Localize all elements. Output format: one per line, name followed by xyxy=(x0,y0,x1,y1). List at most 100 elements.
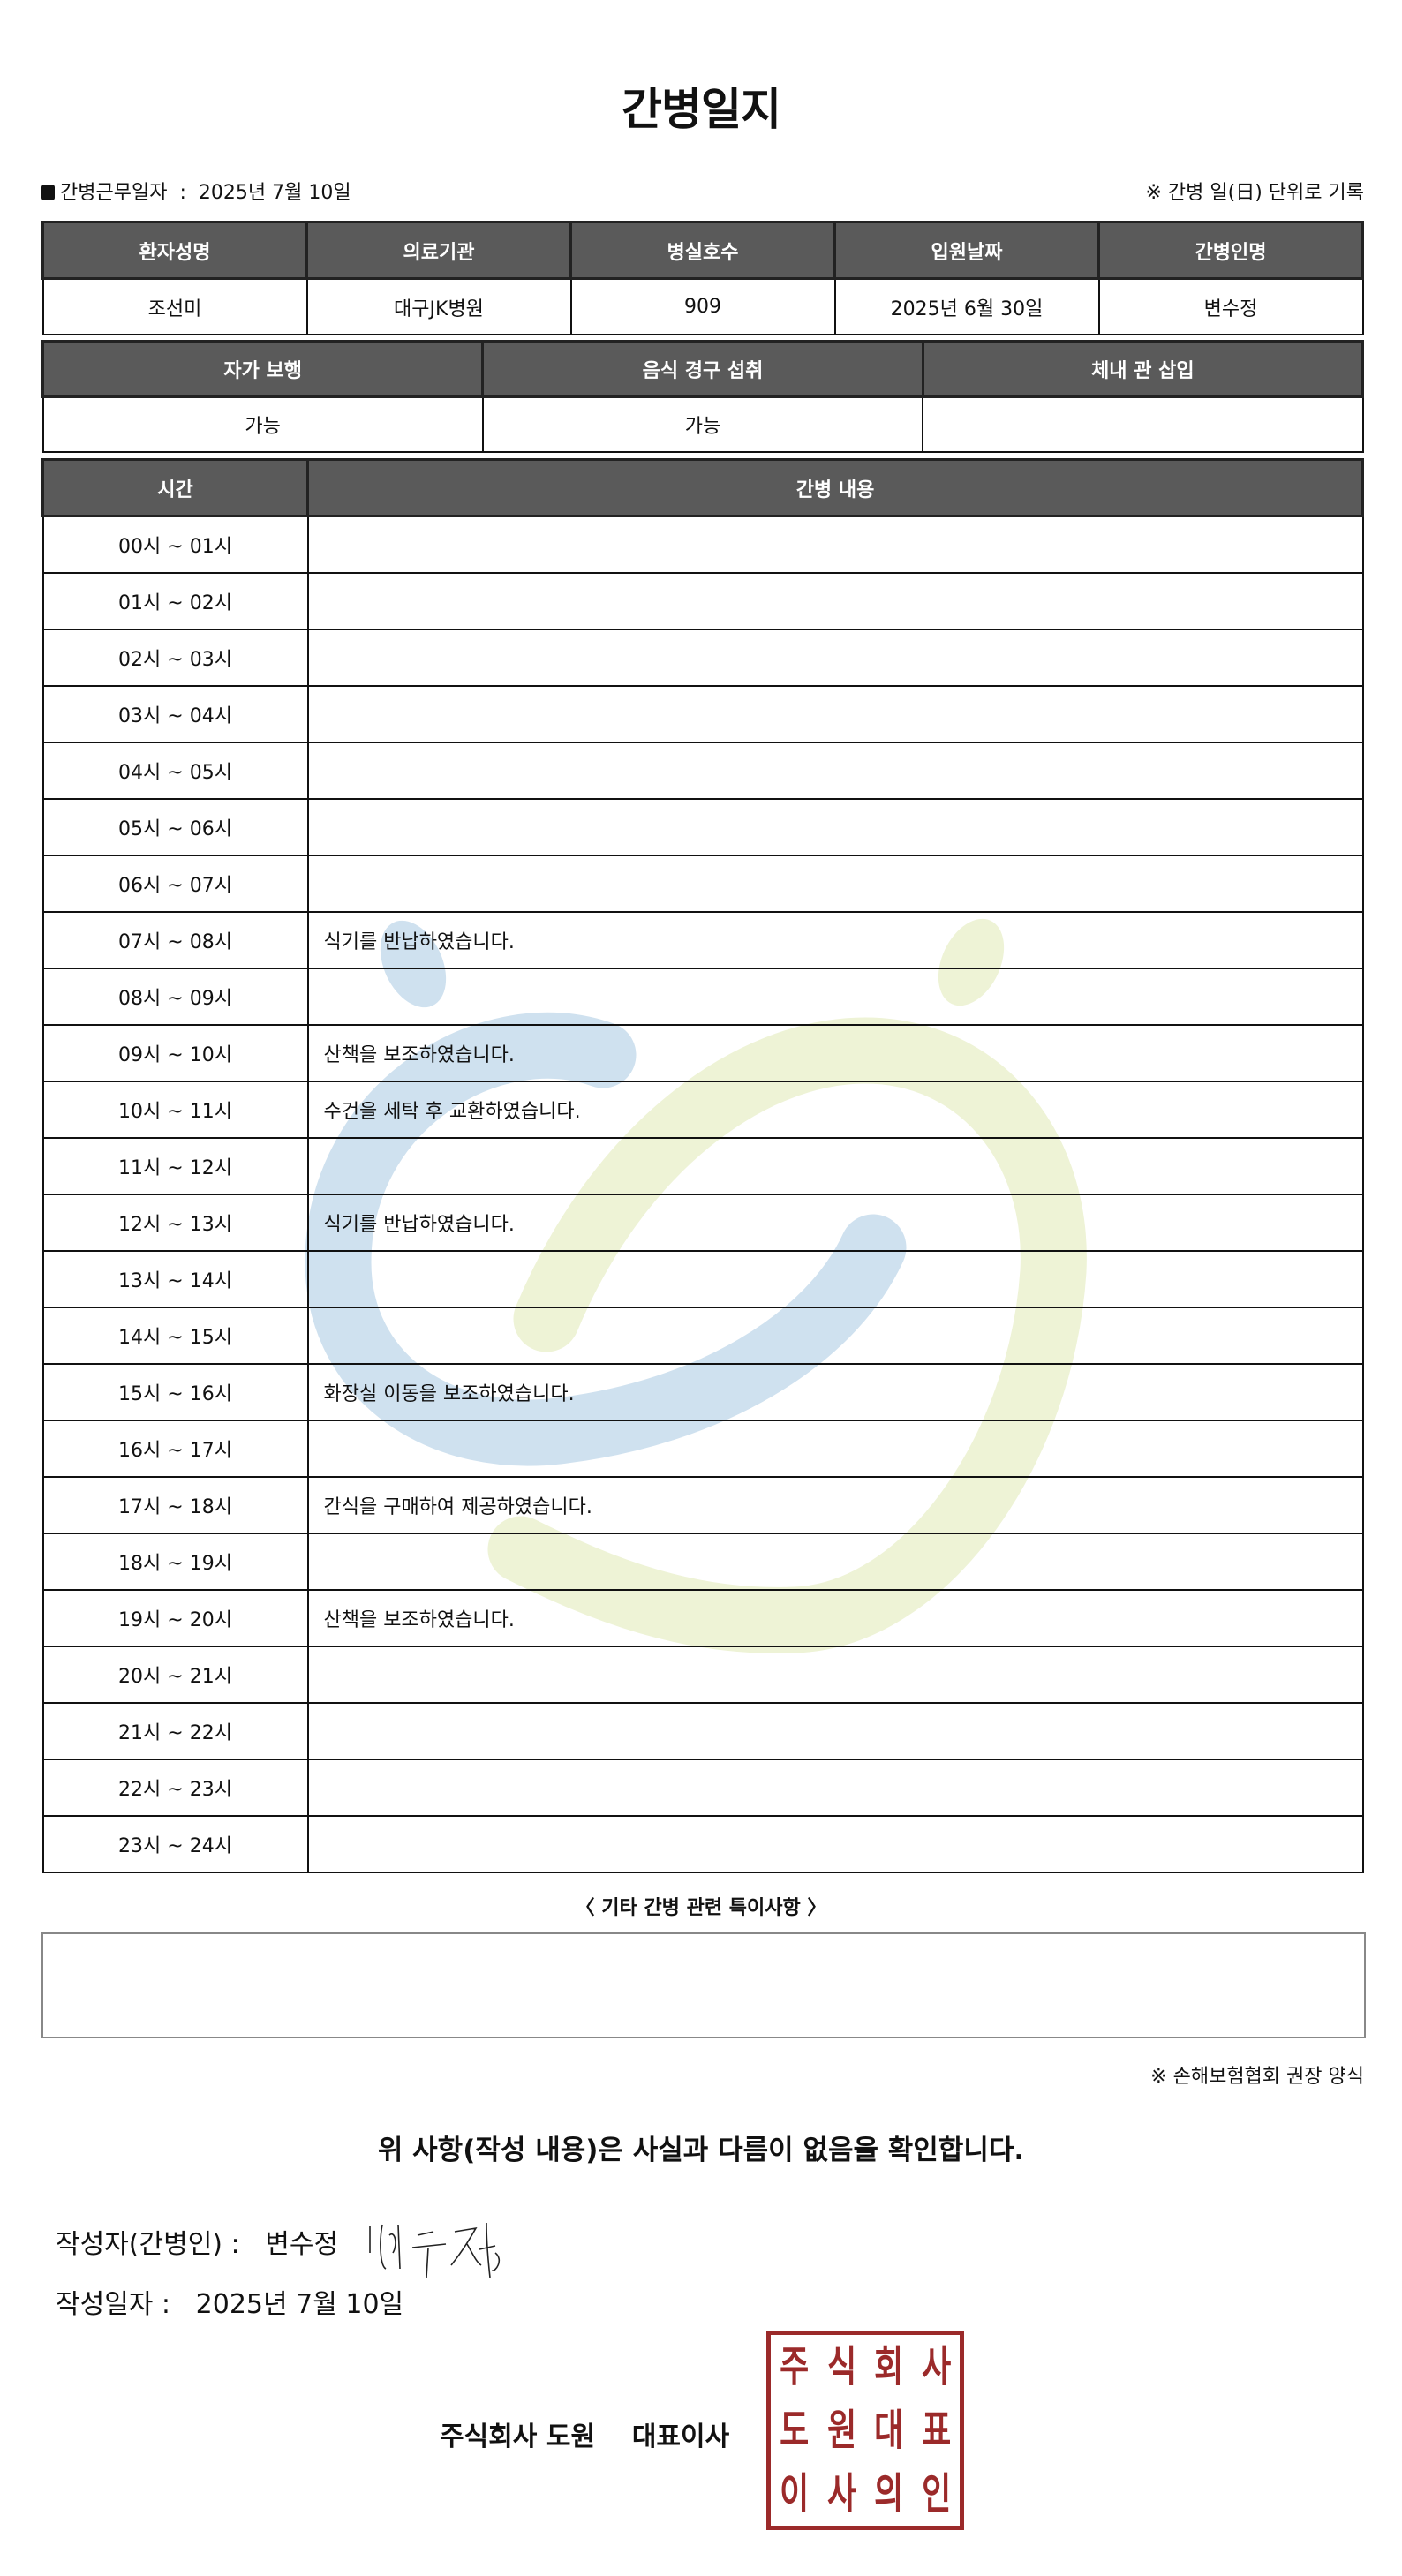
special-notes-box xyxy=(41,1932,1366,2038)
content-cell xyxy=(306,629,1364,687)
table-row: 02시 ~ 03시 xyxy=(41,629,1364,687)
form-source-note: ※ 손해보험협회 권장 양식 xyxy=(1150,2066,1364,2088)
written-date-value: 2025년 7월 10일 xyxy=(195,2289,404,2320)
table-row: 15시 ~ 16시 화장실 이동을 보조하였습니다. xyxy=(41,1363,1364,1421)
company-title: 대표이사 xyxy=(631,2422,730,2452)
content-cell xyxy=(306,1815,1364,1873)
time-cell: 04시 ~ 05시 xyxy=(41,742,309,800)
stamp-char: 사 xyxy=(921,2342,951,2391)
signature-image xyxy=(368,2222,500,2278)
content-cell: 산책을 보조하였습니다. xyxy=(306,1024,1364,1082)
stamp-char: 회 xyxy=(874,2342,904,2391)
header-patient-name: 환자성명 xyxy=(41,221,308,280)
time-cell: 15시 ~ 16시 xyxy=(41,1363,309,1421)
table-row: 11시 ~ 12시 xyxy=(41,1137,1364,1195)
time-cell: 14시 ~ 15시 xyxy=(41,1307,309,1365)
stamp-char: 인 xyxy=(921,2469,951,2519)
content-cell: 산책을 보조하였습니다. xyxy=(306,1589,1364,1647)
time-cell: 11시 ~ 12시 xyxy=(41,1137,309,1195)
stamp-char: 원 xyxy=(826,2406,856,2455)
content-cell xyxy=(306,1702,1364,1760)
time-cell: 20시 ~ 21시 xyxy=(41,1646,309,1704)
special-notes-heading: 〈 기타 간병 관련 특이사항 〉 xyxy=(575,1897,827,1919)
room: 909 xyxy=(569,277,836,335)
table-row: 00시 ~ 01시 xyxy=(41,515,1364,574)
content-cell xyxy=(306,572,1364,630)
header-hospital: 의료기관 xyxy=(305,221,572,280)
stamp-char: 대 xyxy=(874,2406,904,2455)
time-cell: 21시 ~ 22시 xyxy=(41,1702,309,1760)
time-cell: 00시 ~ 01시 xyxy=(41,515,309,574)
bullet-square-icon xyxy=(41,185,55,200)
time-cell: 02시 ~ 03시 xyxy=(41,629,309,687)
page-title: 간병일지 xyxy=(622,84,781,135)
time-cell: 18시 ~ 19시 xyxy=(41,1533,309,1591)
table-row: 14시 ~ 15시 xyxy=(41,1307,1364,1365)
table-row: 17시 ~ 18시 간식을 구매하여 제공하였습니다. xyxy=(41,1476,1364,1534)
content-cell: 수건을 세탁 후 교환하였습니다. xyxy=(306,1081,1364,1139)
content-cell xyxy=(306,798,1364,856)
written-date-label: 작성일자 : xyxy=(56,2289,171,2320)
table-row: 18시 ~ 19시 xyxy=(41,1533,1364,1591)
stamp-char: 식 xyxy=(826,2342,856,2391)
table-row: 03시 ~ 04시 xyxy=(41,685,1364,743)
header-content: 간병 내용 xyxy=(306,458,1364,517)
content-cell xyxy=(306,1420,1364,1478)
time-cell: 06시 ~ 07시 xyxy=(41,855,309,913)
table-row: 16시 ~ 17시 xyxy=(41,1420,1364,1478)
table-row: 20시 ~ 21시 xyxy=(41,1646,1364,1704)
patient-name: 조선미 xyxy=(41,277,308,335)
table-row: 08시 ~ 09시 xyxy=(41,968,1364,1026)
content-cell xyxy=(306,1533,1364,1591)
time-cell: 10시 ~ 11시 xyxy=(41,1081,309,1139)
confirmation-statement: 위 사항(작성 내용)은 사실과 다름이 없음을 확인합니다. xyxy=(377,2135,1025,2166)
table-row: 10시 ~ 11시 수건을 세탁 후 교환하였습니다. xyxy=(41,1081,1364,1139)
walking: 가능 xyxy=(41,395,484,453)
time-cell: 09시 ~ 10시 xyxy=(41,1024,309,1082)
time-cell: 03시 ~ 04시 xyxy=(41,685,309,743)
time-cell: 05시 ~ 06시 xyxy=(41,798,309,856)
header-time: 시간 xyxy=(41,458,309,517)
content-cell: 식기를 반납하였습니다. xyxy=(306,911,1364,969)
content-cell xyxy=(306,742,1364,800)
writer-line: 작성자(간병인) : 변수정 xyxy=(56,2218,522,2279)
header-tube: 체내 관 삽입 xyxy=(921,340,1365,398)
stamp-char: 사 xyxy=(826,2469,856,2519)
header-walking: 자가 보행 xyxy=(41,340,485,398)
table-row: 01시 ~ 02시 xyxy=(41,572,1364,630)
content-cell xyxy=(306,1137,1364,1195)
stamp-char: 이 xyxy=(780,2469,810,2519)
daily-record-note: ※ 간병 일(日) 단위로 기록 xyxy=(1145,182,1365,204)
content-cell xyxy=(306,855,1364,913)
tube xyxy=(922,395,1364,453)
header-room: 병실호수 xyxy=(569,221,836,280)
caregiver: 변수정 xyxy=(1097,277,1364,335)
separator: : xyxy=(179,182,186,204)
time-cell: 01시 ~ 02시 xyxy=(41,572,309,630)
time-cell: 07시 ~ 08시 xyxy=(41,911,309,969)
content-cell xyxy=(306,968,1364,1026)
written-date: 작성일자 : 2025년 7월 10일 xyxy=(56,2282,403,2321)
content-cell xyxy=(306,1646,1364,1704)
stamp-char: 의 xyxy=(874,2469,904,2519)
writer-name: 변수정 xyxy=(265,2229,339,2260)
table-row: 04시 ~ 05시 xyxy=(41,742,1364,800)
stamp-char: 표 xyxy=(921,2406,951,2455)
time-cell: 22시 ~ 23시 xyxy=(41,1759,309,1817)
time-cell: 12시 ~ 13시 xyxy=(41,1194,309,1252)
admission-date: 2025년 6월 30일 xyxy=(833,277,1100,335)
table-row: 13시 ~ 14시 xyxy=(41,1250,1364,1308)
table-row: 12시 ~ 13시 식기를 반납하였습니다. xyxy=(41,1194,1364,1252)
table-row: 22시 ~ 23시 xyxy=(41,1759,1364,1817)
company-name: 주식회사 도원 xyxy=(440,2422,596,2452)
status-table: 자가 보행 음식 경구 섭취 체내 관 삽입 가능 가능 xyxy=(41,340,1365,453)
oral-intake: 가능 xyxy=(481,395,924,453)
patient-table: 환자성명 의료기관 병실호수 입원날짜 간병인명 조선미 대구JK병원 909 … xyxy=(41,221,1364,335)
content-cell: 식기를 반납하였습니다. xyxy=(306,1194,1364,1252)
header-oral-intake: 음식 경구 섭취 xyxy=(481,340,924,398)
table-row: 05시 ~ 06시 xyxy=(41,798,1364,856)
time-cell: 13시 ~ 14시 xyxy=(41,1250,309,1308)
content-cell xyxy=(306,685,1364,743)
time-cell: 17시 ~ 18시 xyxy=(41,1476,309,1534)
